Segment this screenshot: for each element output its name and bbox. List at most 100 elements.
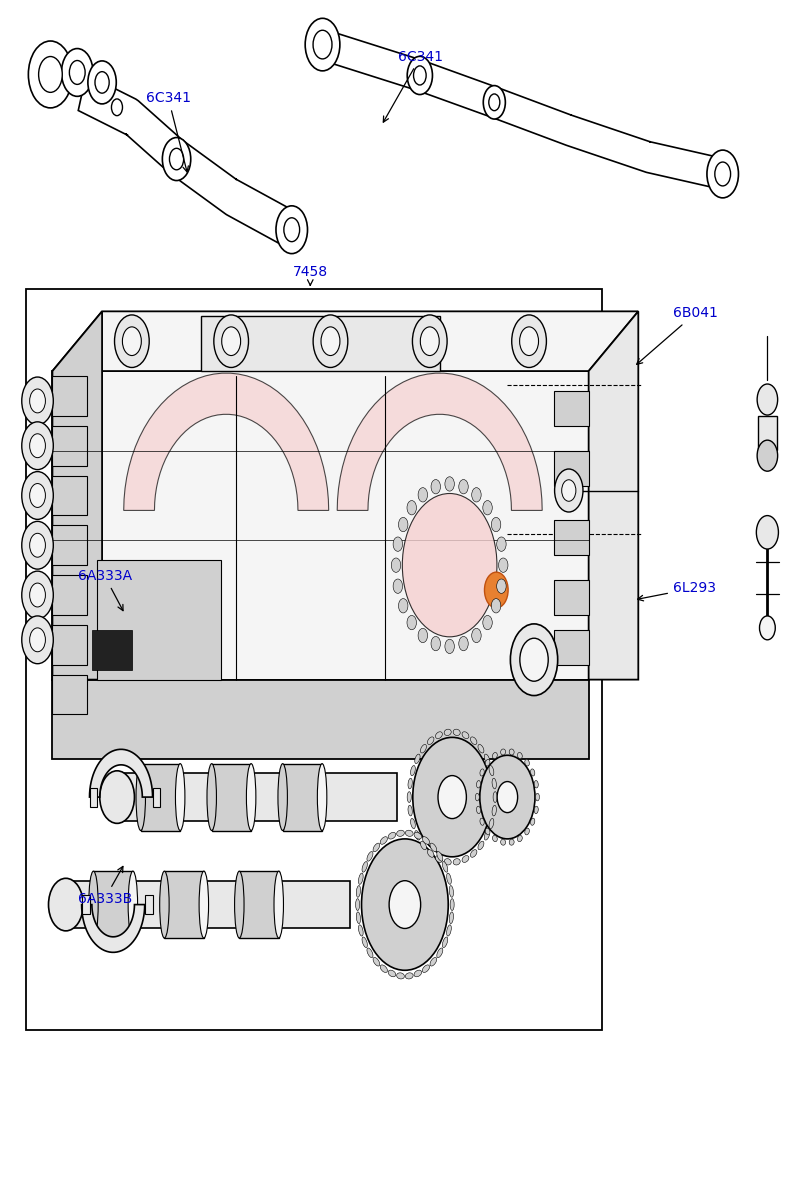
Bar xyxy=(476,731,499,755)
Polygon shape xyxy=(82,905,145,953)
Bar xyxy=(454,731,476,755)
Circle shape xyxy=(29,628,45,652)
Bar xyxy=(521,588,543,612)
Circle shape xyxy=(29,389,45,413)
Bar xyxy=(90,787,98,806)
Ellipse shape xyxy=(493,792,497,803)
Ellipse shape xyxy=(408,805,412,816)
Ellipse shape xyxy=(444,730,451,736)
Ellipse shape xyxy=(446,925,451,936)
Ellipse shape xyxy=(414,970,422,977)
Circle shape xyxy=(169,149,183,170)
Circle shape xyxy=(438,775,466,818)
Text: 7458: 7458 xyxy=(293,264,328,286)
Polygon shape xyxy=(124,373,329,510)
Bar xyxy=(433,755,454,779)
Bar xyxy=(454,708,476,731)
Circle shape xyxy=(407,56,433,95)
Circle shape xyxy=(39,56,62,92)
Circle shape xyxy=(757,516,778,550)
Ellipse shape xyxy=(453,859,461,865)
Bar xyxy=(499,708,521,731)
Text: 6B041: 6B041 xyxy=(637,306,718,365)
Polygon shape xyxy=(554,391,588,426)
Circle shape xyxy=(389,881,421,929)
Circle shape xyxy=(313,314,348,367)
Bar xyxy=(212,763,251,830)
Bar xyxy=(565,588,587,612)
Circle shape xyxy=(276,206,307,253)
Bar xyxy=(499,660,521,684)
Circle shape xyxy=(162,138,191,180)
Ellipse shape xyxy=(397,830,404,836)
Bar xyxy=(565,660,587,684)
Bar xyxy=(758,416,777,450)
Bar xyxy=(521,684,543,708)
Bar xyxy=(26,289,602,1030)
Circle shape xyxy=(491,599,501,613)
Ellipse shape xyxy=(414,754,420,763)
Circle shape xyxy=(313,30,332,59)
Circle shape xyxy=(431,636,441,650)
Circle shape xyxy=(520,638,548,682)
Circle shape xyxy=(69,60,85,84)
Circle shape xyxy=(214,314,249,367)
Circle shape xyxy=(393,580,403,593)
Ellipse shape xyxy=(430,958,437,966)
Bar xyxy=(454,612,476,636)
Circle shape xyxy=(391,558,401,572)
Bar xyxy=(565,612,587,636)
Ellipse shape xyxy=(406,830,413,836)
Bar xyxy=(454,588,476,612)
Circle shape xyxy=(29,484,45,508)
Circle shape xyxy=(48,878,83,931)
Ellipse shape xyxy=(406,973,413,979)
Ellipse shape xyxy=(357,886,360,898)
Polygon shape xyxy=(92,630,132,670)
Ellipse shape xyxy=(421,744,426,752)
Ellipse shape xyxy=(367,948,373,958)
Ellipse shape xyxy=(453,730,461,736)
Circle shape xyxy=(403,493,497,637)
Ellipse shape xyxy=(484,830,490,840)
Ellipse shape xyxy=(414,833,422,839)
Bar xyxy=(476,636,499,660)
Bar xyxy=(543,636,565,660)
Circle shape xyxy=(284,217,299,241)
Ellipse shape xyxy=(410,818,415,829)
Circle shape xyxy=(305,18,340,71)
Circle shape xyxy=(760,616,775,640)
Circle shape xyxy=(29,41,72,108)
Circle shape xyxy=(414,66,426,85)
Ellipse shape xyxy=(246,763,256,830)
Ellipse shape xyxy=(442,862,448,872)
Ellipse shape xyxy=(356,899,360,911)
Bar xyxy=(521,755,543,779)
Circle shape xyxy=(29,533,45,557)
Ellipse shape xyxy=(525,760,530,766)
Ellipse shape xyxy=(492,805,496,816)
Ellipse shape xyxy=(462,856,469,863)
Text: 6A333B: 6A333B xyxy=(78,866,132,906)
Bar xyxy=(476,708,499,731)
Circle shape xyxy=(21,521,53,569)
Ellipse shape xyxy=(427,850,434,857)
Ellipse shape xyxy=(430,844,437,852)
Bar xyxy=(283,763,322,830)
Circle shape xyxy=(393,536,403,551)
Circle shape xyxy=(445,476,454,491)
Ellipse shape xyxy=(136,763,145,830)
Ellipse shape xyxy=(422,965,430,972)
Ellipse shape xyxy=(380,836,387,845)
Ellipse shape xyxy=(357,912,360,924)
Ellipse shape xyxy=(278,763,287,830)
Circle shape xyxy=(413,737,491,857)
Polygon shape xyxy=(52,371,588,679)
Ellipse shape xyxy=(397,973,404,979)
Circle shape xyxy=(707,150,738,198)
Ellipse shape xyxy=(367,852,373,862)
Ellipse shape xyxy=(373,958,380,966)
Circle shape xyxy=(511,624,557,696)
Ellipse shape xyxy=(175,763,185,830)
Circle shape xyxy=(459,480,468,494)
